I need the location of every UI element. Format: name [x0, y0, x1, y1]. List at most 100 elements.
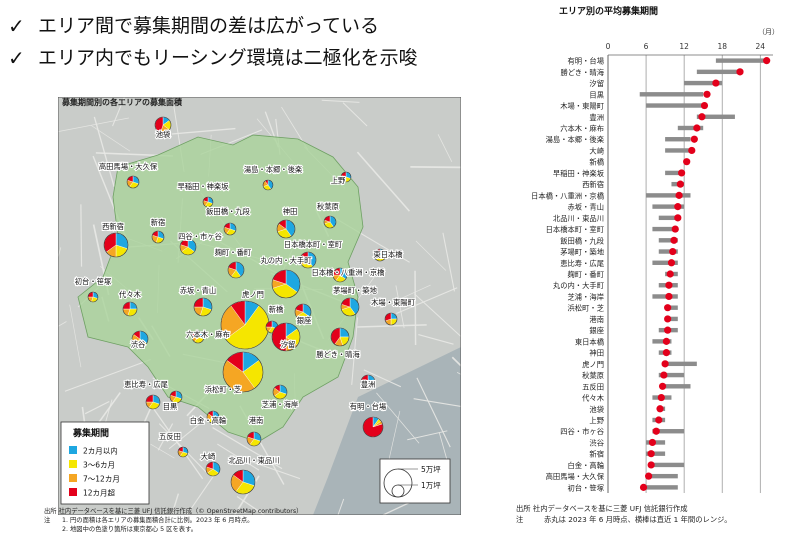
street	[418, 334, 454, 345]
range-bar	[652, 226, 678, 232]
area-label: 恵比寿・広尾	[124, 380, 168, 389]
area-label: 麹町・番町	[215, 248, 251, 257]
area-label: 大崎	[201, 452, 216, 461]
pie-outline	[276, 219, 296, 239]
area-pie-39	[230, 469, 256, 495]
category-label: 日本橋本町・室町	[546, 225, 604, 234]
chart-source: 出所 社内データベースを基に三菱 UFJ 信託銀行作成	[516, 504, 688, 513]
current-dot	[693, 124, 701, 132]
street	[212, 427, 283, 470]
range-bar	[677, 125, 704, 131]
area-label: 池袋	[156, 130, 171, 139]
area-label: 木場・東陽町	[371, 298, 415, 307]
area-pie-29	[145, 394, 161, 410]
size-legend-large-label: 5万坪	[421, 465, 441, 474]
pie-outline	[151, 230, 165, 244]
current-dot	[666, 270, 674, 278]
street	[80, 204, 83, 267]
category-label: 西新宿	[582, 180, 604, 189]
street	[337, 498, 345, 515]
area-pie-22	[384, 312, 398, 326]
category-label: 早稲田・神楽坂	[553, 169, 605, 178]
size-legend-small-label: 1万坪	[421, 481, 441, 490]
street	[438, 432, 449, 463]
legend-swatch	[69, 488, 77, 496]
category-label: 有明・台場	[568, 57, 604, 66]
street	[84, 400, 110, 415]
pie-outline	[131, 330, 149, 348]
category-label: 恵比寿・広尾	[560, 259, 604, 268]
legend-label: 2カ月以内	[83, 446, 118, 456]
current-dot	[648, 438, 657, 447]
area-label: 西新宿	[102, 222, 124, 231]
area-pie-31	[360, 374, 376, 390]
area-pie-19	[193, 297, 213, 317]
street	[171, 127, 236, 135]
range-bar	[639, 92, 704, 97]
pie-outline	[87, 291, 99, 303]
legend-title: 募集期間	[72, 427, 109, 439]
current-dot	[655, 416, 663, 424]
street	[217, 443, 260, 471]
x-tick-label: 18	[717, 42, 727, 51]
x-tick-label: 12	[679, 42, 689, 51]
area-pie-12	[299, 251, 317, 269]
area-label: 勝どき・晴海	[316, 350, 360, 359]
legend-label: 12カ月超	[83, 489, 116, 498]
current-dot	[657, 393, 665, 402]
current-dot	[690, 135, 698, 143]
area-label: 渋谷	[131, 340, 146, 349]
range-bar	[665, 137, 691, 142]
street	[410, 166, 461, 169]
range-bar	[646, 193, 691, 198]
category-label: 芝浦・海岸	[568, 292, 604, 301]
chart-title: エリア別の平均募集期間	[559, 7, 659, 17]
area-label: 初台・笹塚	[75, 277, 112, 286]
pie-outline	[145, 394, 161, 410]
area-label: 赤坂・青山	[180, 286, 216, 295]
range-bar	[652, 294, 678, 299]
area-label: 港南	[249, 416, 264, 425]
chart-notes: 出所 社内データベースを基に三菱 UFJ 信託銀行作成 注赤丸は 2023 年 …	[516, 503, 732, 525]
area-pie-9	[103, 232, 129, 258]
pie-outline	[294, 303, 312, 321]
area-pie-24	[294, 303, 312, 321]
street	[415, 240, 447, 271]
category-label: 渋谷	[589, 438, 604, 447]
checkmark-icon: ✓	[8, 46, 25, 70]
category-label: 日本橋・八重洲・京橋	[531, 191, 605, 200]
category-label: 新橋	[589, 158, 604, 167]
street	[413, 293, 461, 338]
range-bar	[646, 451, 666, 456]
area-label: 神田	[283, 207, 298, 216]
range-bar	[696, 69, 742, 75]
area-pie-27	[131, 330, 149, 348]
range-bar	[652, 339, 672, 344]
pie-outline	[230, 469, 256, 495]
pie-outline	[246, 431, 262, 447]
area-label: 四谷・市ヶ谷	[178, 232, 222, 241]
area-label: 銀座	[297, 316, 312, 325]
category-label: 代々木	[582, 394, 605, 403]
range-bar	[665, 316, 678, 322]
area-label: 秋葉原	[317, 202, 339, 211]
pie-outline	[222, 351, 264, 393]
area-label: 湯島・本郷・後楽	[244, 165, 303, 174]
pie-outline	[332, 267, 348, 283]
category-label: 虎ノ門	[582, 360, 604, 369]
area-pie-15	[271, 269, 301, 299]
pie-outline	[169, 390, 183, 404]
legend-swatch	[69, 446, 77, 454]
pie-outline	[340, 297, 360, 317]
current-dot	[698, 113, 706, 121]
category-label: 麹町・番町	[568, 270, 604, 279]
area-pie-38	[205, 461, 221, 477]
street	[321, 99, 360, 103]
pie-outline	[154, 116, 172, 134]
area-label: 六本木・麻布	[186, 330, 230, 339]
pie-outline	[103, 232, 129, 258]
area-pie-35	[206, 410, 220, 424]
area-label: 豊洲	[361, 380, 376, 389]
current-dot	[658, 382, 667, 390]
pie-outline	[193, 297, 213, 317]
